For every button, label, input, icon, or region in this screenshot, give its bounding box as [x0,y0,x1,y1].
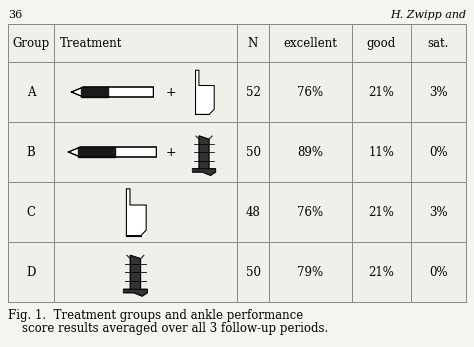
Text: B: B [27,145,35,159]
Text: 0%: 0% [429,145,448,159]
Polygon shape [195,70,214,115]
Bar [8,24,466,302]
Text: 0%: 0% [429,265,448,279]
Text: 50: 50 [246,145,261,159]
Text: 21%: 21% [368,85,394,99]
Text: +: + [166,145,176,159]
Text: 36: 36 [8,10,22,20]
Text: score results averaged over all 3 follow-up periods.: score results averaged over all 3 follow… [22,322,328,335]
Polygon shape [130,255,140,289]
Text: 89%: 89% [297,145,323,159]
Polygon shape [192,169,216,175]
Polygon shape [199,136,209,169]
Text: 52: 52 [246,85,261,99]
Text: 48: 48 [246,205,261,219]
Text: C: C [27,205,36,219]
Polygon shape [72,87,154,97]
Text: 21%: 21% [368,265,394,279]
Text: excellent: excellent [283,36,337,50]
Text: +: + [166,85,176,99]
Text: N: N [248,36,258,50]
Text: 79%: 79% [297,265,323,279]
Bar [8,24,466,302]
Text: good: good [367,36,396,50]
Text: 76%: 76% [297,205,323,219]
Text: 3%: 3% [429,205,448,219]
Text: 21%: 21% [368,205,394,219]
Polygon shape [68,147,156,157]
Text: 11%: 11% [368,145,394,159]
Polygon shape [82,87,108,97]
Text: sat.: sat. [428,36,449,50]
Polygon shape [127,189,146,236]
Text: Treatment: Treatment [60,36,122,50]
Text: Group: Group [12,36,49,50]
Text: H. Zwipp and: H. Zwipp and [390,10,466,20]
Polygon shape [124,289,147,296]
Text: Fig. 1.  Treatment groups and ankle performance: Fig. 1. Treatment groups and ankle perfo… [8,309,303,322]
Text: 50: 50 [246,265,261,279]
Text: 3%: 3% [429,85,448,99]
Polygon shape [78,147,115,157]
Text: A: A [27,85,35,99]
Text: D: D [26,265,36,279]
Text: 76%: 76% [297,85,323,99]
